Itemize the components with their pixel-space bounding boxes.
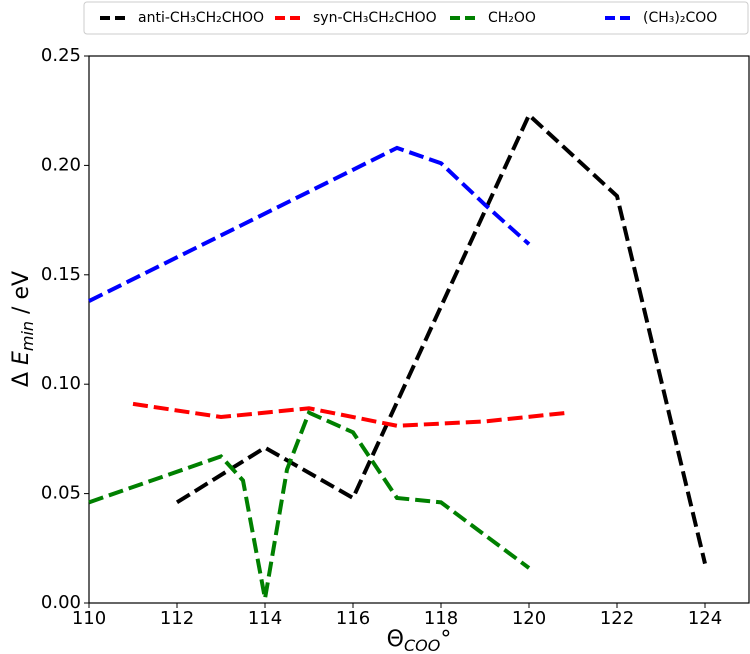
y-tick-label: 0.20 — [41, 154, 81, 175]
x-tick-label: 118 — [424, 608, 458, 629]
data-line — [175, 111, 707, 565]
y-tick-label: 0.15 — [41, 264, 81, 285]
legend-label: anti-CH₃CH₂CHOO — [138, 10, 264, 26]
y-tick-label: 0.10 — [41, 373, 81, 394]
y-label-suffix: / eV — [9, 271, 34, 321]
legend-box — [83, 1, 749, 35]
y-label-symbol: E — [9, 351, 34, 365]
x-tick-label: 114 — [248, 608, 282, 629]
data-line — [132, 401, 569, 428]
x-axis-label: ΘCOO° — [387, 627, 452, 654]
y-label-sub: min — [18, 321, 37, 351]
y-tick-label: 0.25 — [41, 45, 81, 66]
y-tick-label: 0.00 — [41, 592, 81, 613]
data-line — [88, 145, 531, 303]
y-axis-label: Δ Emin / eV — [9, 271, 37, 387]
x-tick-label: 110 — [72, 608, 106, 629]
x-tick-label: 122 — [600, 608, 634, 629]
x-label-symbol: Θ — [387, 627, 404, 652]
x-tick-label: 116 — [336, 608, 370, 629]
legend-label: CH₂OO — [488, 10, 536, 26]
x-tick-label: 120 — [512, 608, 546, 629]
x-label-suffix: ° — [440, 627, 451, 652]
y-label-prefix: Δ — [9, 365, 34, 387]
x-tick-label: 124 — [688, 608, 722, 629]
x-tick-label: 112 — [160, 608, 194, 629]
legend-label: syn-CH₃CH₂CHOO — [313, 10, 437, 26]
y-tick-label: 0.05 — [41, 483, 81, 504]
data-line — [88, 409, 531, 599]
legend-label: (CH₃)₂COO — [643, 10, 717, 26]
plot-frame — [88, 55, 750, 604]
x-label-sub: COO — [404, 636, 440, 654]
